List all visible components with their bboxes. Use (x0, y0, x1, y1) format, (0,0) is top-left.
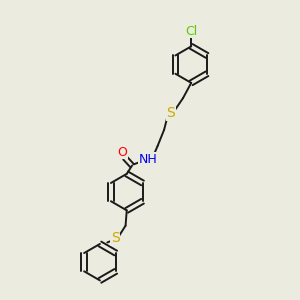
Text: NH: NH (139, 153, 158, 166)
Text: S: S (111, 231, 120, 245)
Text: O: O (118, 146, 128, 159)
Text: Cl: Cl (185, 25, 197, 38)
Text: S: S (166, 106, 175, 121)
